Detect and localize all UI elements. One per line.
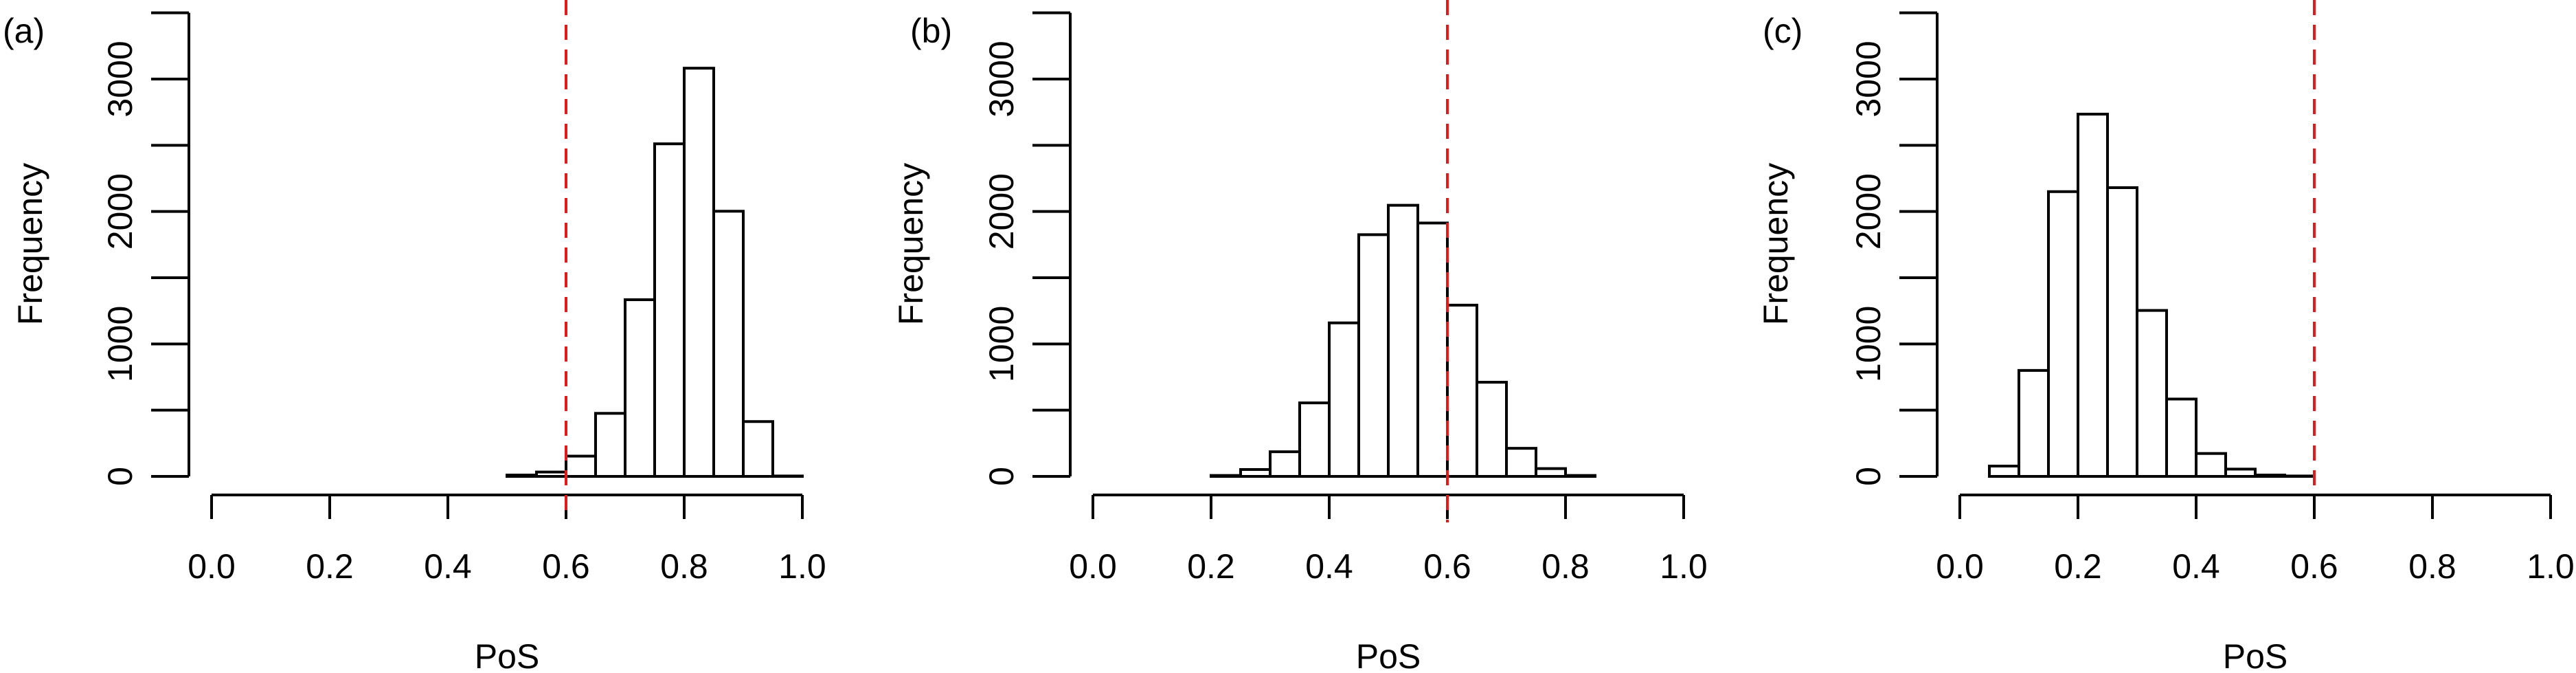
x-axis-label: PoS (2223, 637, 2288, 673)
panel-a: 0 1000 2000 3000 Frequency 0.0 0.2 0.4 0.6 0.8 1.0… (3, 0, 826, 673)
histogram-bar (624, 298, 656, 478)
histogram-bar (2165, 397, 2197, 478)
panel-b: 0 1000 2000 3000 Frequency 0.0 0.2 0.4 0.6 0.8 1.0… (892, 0, 1708, 673)
histogram-bar (2136, 309, 2168, 478)
y-tick-label: 3000 (982, 41, 1021, 117)
histogram-bar (1269, 450, 1301, 478)
y-tick-label: 1000 (982, 306, 1021, 382)
y-tick-label: 0 (1849, 467, 1888, 486)
panel-c: 0 1000 2000 3000 Frequency 0.0 0.2 0.4 0.6 0.8 1.0… (1756, 0, 2575, 673)
y-axis-label: Frequency (892, 163, 930, 325)
histogram-bar (2077, 113, 2109, 478)
histogram-bar (1988, 464, 2020, 478)
x-tick-label: 0.4 (1305, 547, 1353, 586)
y-tick-label: 0 (982, 467, 1021, 486)
y-tick-label: 2000 (1849, 173, 1888, 250)
x-tick-label: 0.0 (1069, 547, 1117, 586)
x-tick-label: 1.0 (2527, 547, 2575, 586)
histogram-bar (2195, 452, 2227, 478)
x-tick-label: 0.0 (1936, 547, 1984, 586)
panel-label: (a) (3, 12, 45, 50)
histogram-bar (1239, 467, 1272, 478)
histogram-bar (653, 142, 686, 478)
x-tick-label: 0.2 (306, 547, 354, 586)
y-axis-label: Frequency (1756, 163, 1795, 325)
x-tick-label: 0.4 (424, 547, 472, 586)
histogram-bar (594, 412, 626, 478)
x-tick-label: 0.6 (2290, 547, 2338, 586)
histogram-bar (1328, 321, 1360, 478)
x-tick-label: 0.4 (2172, 547, 2220, 586)
histogram-bar (565, 454, 597, 478)
y-tick-label: 2000 (982, 173, 1021, 250)
x-axis-label: PoS (1356, 637, 1421, 673)
x-tick-label: 0.2 (2054, 547, 2102, 586)
histogram-bar (742, 420, 774, 478)
x-tick-label: 0.8 (1541, 547, 1590, 586)
x-tick-label: 0.6 (542, 547, 590, 586)
histogram-bar (1298, 401, 1331, 478)
x-tick-label: 1.0 (1660, 547, 1708, 586)
histogram-bar (1505, 447, 1537, 478)
x-tick-label: 1.0 (778, 547, 826, 586)
histogram-bar (535, 470, 567, 478)
histogram-bar (2106, 186, 2138, 478)
y-tick-label: 1000 (1849, 306, 1888, 382)
histogram-bar (1446, 303, 1478, 478)
histogram-bar (2018, 368, 2050, 478)
x-tick-label: 0.6 (1423, 547, 1471, 586)
x-tick-label: 0.0 (188, 547, 236, 586)
histogram-bar (2047, 190, 2079, 478)
y-tick-label: 0 (101, 467, 139, 486)
x-tick-label: 0.8 (660, 547, 708, 586)
y-tick-label: 1000 (101, 306, 139, 382)
histogram-bar (1416, 221, 1449, 478)
panel-label: (b) (910, 12, 952, 50)
histogram-bar (1357, 233, 1390, 478)
histogram-bar (683, 67, 715, 478)
histogram-bar (2254, 474, 2286, 478)
y-tick-label: 3000 (101, 41, 139, 117)
x-axis-label: PoS (475, 637, 540, 673)
panel-label: (c) (1763, 12, 1803, 50)
histogram-bar (506, 474, 538, 478)
y-tick-label: 3000 (1849, 41, 1888, 117)
histogram-bar (1387, 203, 1419, 478)
y-axis-label: Frequency (11, 163, 49, 325)
x-tick-label: 0.8 (2408, 547, 2456, 586)
x-tick-label: 0.2 (1187, 547, 1235, 586)
histogram-bar (2224, 467, 2257, 478)
histogram-bar (1535, 467, 1567, 478)
histogram-bar (712, 210, 745, 478)
y-tick-label: 2000 (101, 173, 139, 250)
histogram-bar (1476, 381, 1508, 478)
